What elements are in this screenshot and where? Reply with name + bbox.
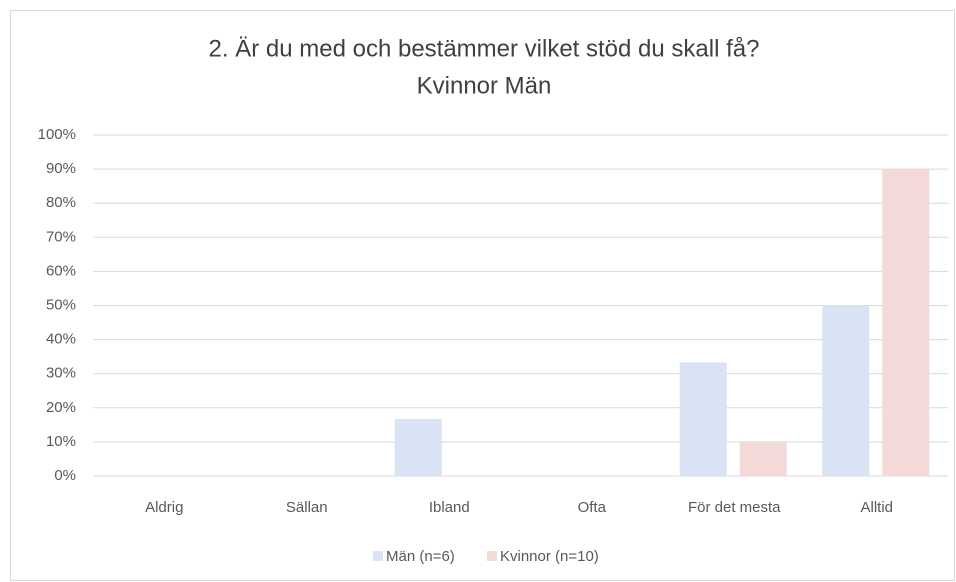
bar [679, 362, 727, 476]
legend-swatch [487, 551, 497, 561]
bar [739, 441, 787, 476]
bar [394, 419, 442, 476]
legend-label: Män (n=6) [386, 548, 455, 565]
x-tick-label: Alltid [860, 499, 893, 516]
y-tick-label: 40% [46, 331, 76, 348]
x-tick-label: Ibland [429, 499, 470, 516]
y-tick-label: 30% [46, 365, 76, 382]
y-tick-label: 50% [46, 296, 76, 313]
legend-label: Kvinnor (n=10) [500, 548, 599, 565]
chart-title: 2. Är du med och bestämmer vilket stöd d… [209, 35, 760, 62]
y-tick-label: 80% [46, 194, 76, 211]
bar [882, 169, 930, 476]
y-tick-label: 20% [46, 399, 76, 416]
bar [822, 305, 870, 476]
x-tick-label: Ofta [578, 499, 607, 516]
y-tick-label: 100% [38, 126, 76, 143]
y-tick-label: 60% [46, 262, 76, 279]
y-tick-label: 90% [46, 160, 76, 177]
x-tick-label: För det mesta [688, 499, 781, 516]
chart-frame [10, 10, 955, 581]
chart-subtitle: Kvinnor Män [417, 72, 552, 99]
y-tick-label: 10% [46, 433, 76, 450]
legend-swatch [373, 551, 383, 561]
x-tick-label: Aldrig [145, 499, 183, 516]
y-tick-label: 70% [46, 228, 76, 245]
x-tick-label: Sällan [286, 499, 328, 516]
y-tick-label: 0% [54, 467, 76, 484]
